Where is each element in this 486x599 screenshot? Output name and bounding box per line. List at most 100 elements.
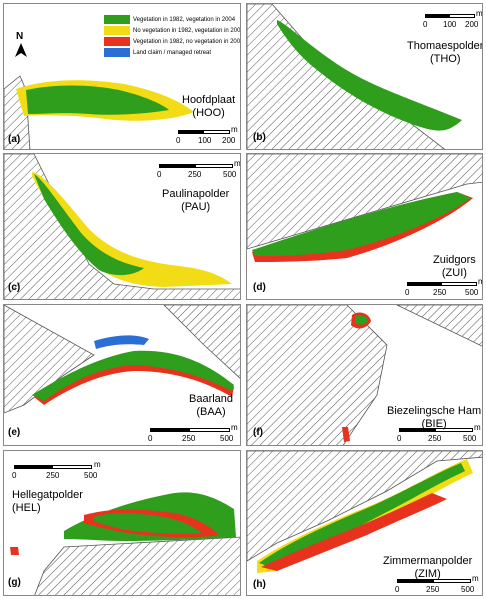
scale-bar: m 0 250 500	[12, 460, 108, 489]
map-hoofdplaat	[4, 75, 194, 149]
vegetation-loss-area	[10, 547, 19, 555]
map-panel-hellegatpolder: m 0 250 500 Hellegatpolder (HEL) (g)	[3, 450, 241, 596]
scale-label: 200	[222, 136, 236, 145]
scale-bar: m 0 250 500	[395, 574, 482, 595]
site-name: Hoofdplaat	[182, 94, 236, 106]
scale-label: 250	[188, 170, 202, 179]
legend-swatch	[104, 15, 130, 24]
legend-item: Land claim / managed retreat	[104, 47, 240, 58]
panel-name: Zuidgors (ZUI)	[433, 254, 476, 280]
legend: Vegetation in 1982, vegetation in 2004 N…	[104, 14, 241, 58]
north-arrow-icon	[15, 43, 27, 57]
vegetation-stable-area	[94, 513, 202, 534]
site-code: (HOO)	[192, 107, 225, 119]
legend-label: Vegetation in 1982, vegetation in 2004	[133, 16, 236, 23]
map-paulinapolder	[4, 154, 240, 299]
site-code: (HEL)	[12, 502, 41, 514]
scale-label: 100	[443, 20, 457, 29]
vegetation-loss-area	[342, 427, 350, 442]
dike-hatched-area	[247, 305, 388, 445]
scale-label: 0	[157, 170, 162, 179]
scale-label: 250	[428, 434, 442, 443]
scale-unit: m	[474, 423, 481, 432]
map-panel-biezelingsche-ham: Biezelingsche Ham (BIE) m 0 250 500 (f)	[246, 304, 483, 446]
map-panel-zuidgors: Zuidgors (ZUI) m 0 250 500 (d)	[246, 153, 483, 300]
panel-name: Hellegatpolder (HEL)	[12, 489, 83, 515]
scale-label: 250	[426, 585, 440, 594]
dike-hatched-area	[396, 305, 482, 347]
scale-label: 200	[465, 20, 479, 29]
map-panel-paulinapolder: m 0 250 500 Paulinapolder (PAU) (c)	[3, 153, 241, 300]
panel-name: Zimmermanpolder (ZIM)	[383, 555, 472, 581]
legend-swatch	[104, 37, 130, 46]
map-panel-thomaespolder: m 0 100 200 Thomaespolder (THO) (b)	[246, 3, 483, 150]
legend-item: No vegetation in 1982, vegetation in 200…	[104, 25, 241, 36]
scale-label: 0	[395, 585, 400, 594]
scale-label: 500	[465, 288, 479, 297]
site-code: (THO)	[429, 53, 461, 65]
legend-label: No vegetation in 1982, vegetation in 200…	[133, 27, 241, 34]
panel-letter: (c)	[8, 282, 21, 293]
scale-label: 250	[433, 288, 447, 297]
scale-label: 0	[176, 136, 181, 145]
site-name: Zimmermanpolder	[383, 555, 473, 567]
site-name: Paulinapolder	[162, 188, 230, 200]
vegetation-stable-area	[32, 350, 234, 401]
scale-unit: m	[94, 460, 101, 469]
site-name: Biezelingsche Ham	[387, 405, 482, 417]
vegetation-stable-area	[34, 174, 144, 276]
north-label: N	[16, 31, 24, 42]
legend-label: Land claim / managed retreat	[133, 49, 212, 56]
map-biezelingsche-ham	[247, 305, 482, 445]
panel-letter: (f)	[253, 427, 263, 438]
panel-letter: (e)	[8, 427, 21, 438]
scale-label: 0	[148, 434, 153, 443]
panel-name: Baarland (BAA)	[189, 393, 233, 419]
map-zuidgors	[247, 154, 482, 262]
site-code: (BIE)	[421, 418, 447, 430]
scale-label: 0	[405, 288, 410, 297]
legend-label: Vegetation in 1982, no vegetation in 200…	[133, 38, 241, 45]
panel-letter: (h)	[253, 579, 266, 590]
scale-label: 500	[463, 434, 477, 443]
site-code: (ZUI)	[441, 267, 467, 279]
dike-hatched-area	[34, 536, 240, 595]
scale-label: 500	[461, 585, 475, 594]
dike-hatched-area	[247, 154, 482, 250]
scale-label: 100	[198, 136, 212, 145]
vegetation-stable-area	[259, 463, 465, 569]
legend-item: Vegetation in 1982, no vegetation in 200…	[104, 36, 241, 47]
map-panel-zimmermanpolder: Zimmermanpolder (ZIM) m 0 250 500 (h)	[246, 450, 483, 596]
scale-unit: m	[231, 125, 238, 134]
legend-item: Vegetation in 1982, vegetation in 2004	[104, 14, 240, 25]
dike-hatched-area	[247, 451, 482, 562]
scale-unit: m	[231, 423, 238, 432]
scale-label: 0	[423, 20, 428, 29]
panel-letter: (b)	[253, 132, 266, 143]
legend-swatch	[104, 48, 130, 57]
land-claim-area	[94, 335, 149, 349]
scale-unit: m	[476, 9, 483, 18]
panel-letter: (g)	[8, 577, 21, 588]
site-name: Baarland	[189, 393, 234, 405]
panel-letter: (d)	[253, 282, 266, 293]
scale-bar: m 0 250 500	[148, 423, 240, 445]
map-hellegatpolder	[10, 492, 240, 595]
map-thomaespolder	[247, 4, 462, 149]
map-panel-hoofdplaat: Vegetation in 1982, vegetation in 2004 N…	[3, 3, 241, 150]
site-code: (PAU)	[181, 201, 211, 213]
scale-bar: m 0 250 500	[405, 277, 482, 299]
scale-bar: m 0 250 500	[157, 159, 240, 188]
vegetation-stable-area	[26, 85, 169, 115]
scale-bar: m 0 100 200	[423, 9, 482, 38]
site-name: Thomaespolder	[407, 40, 483, 52]
scale-bar: m 0 100 200	[176, 125, 238, 149]
scale-unit: m	[472, 574, 479, 583]
scale-label: 250	[182, 434, 196, 443]
panel-name: Hoofdplaat (HOO)	[182, 94, 235, 120]
panel-letter: (a)	[8, 134, 21, 145]
scale-label: 500	[223, 170, 237, 179]
scale-label: 0	[397, 434, 402, 443]
panel-name: Paulinapolder (PAU)	[162, 188, 229, 214]
site-code: (BAA)	[196, 406, 226, 418]
